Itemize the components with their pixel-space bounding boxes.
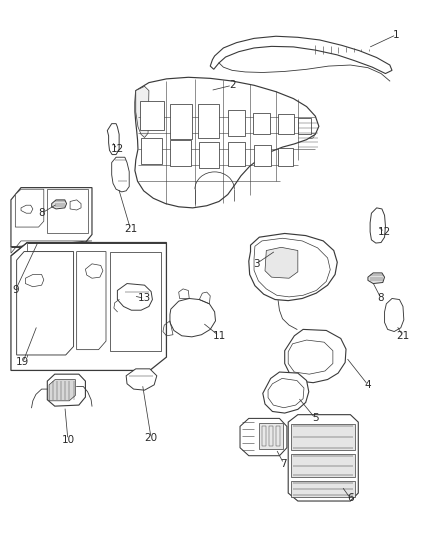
Text: 21: 21: [124, 224, 137, 234]
Bar: [228, 142, 245, 166]
Polygon shape: [47, 189, 88, 233]
Text: 4: 4: [364, 380, 371, 390]
Polygon shape: [136, 86, 149, 138]
Text: 10: 10: [61, 435, 74, 445]
Bar: [291, 454, 355, 477]
Polygon shape: [107, 124, 119, 155]
Polygon shape: [11, 243, 166, 370]
Text: 12: 12: [378, 227, 391, 237]
Polygon shape: [385, 298, 404, 332]
Bar: [140, 101, 164, 130]
Bar: [262, 426, 266, 446]
Polygon shape: [285, 329, 346, 383]
Polygon shape: [170, 298, 215, 337]
Polygon shape: [77, 252, 106, 350]
Bar: [141, 138, 162, 164]
Text: 20: 20: [145, 433, 158, 443]
Text: 13: 13: [138, 294, 151, 303]
Polygon shape: [17, 252, 74, 355]
Polygon shape: [117, 284, 152, 310]
Text: 9: 9: [12, 286, 19, 295]
Bar: [259, 423, 283, 449]
Polygon shape: [47, 374, 85, 406]
Text: 19: 19: [16, 358, 29, 367]
Text: 3: 3: [253, 259, 260, 269]
Polygon shape: [135, 77, 319, 208]
Polygon shape: [370, 208, 385, 243]
Polygon shape: [112, 157, 129, 192]
Polygon shape: [110, 252, 161, 351]
Polygon shape: [288, 415, 358, 501]
Text: 1: 1: [393, 30, 400, 39]
Polygon shape: [11, 188, 92, 247]
Text: 5: 5: [312, 414, 319, 423]
Bar: [254, 145, 271, 166]
Text: 6: 6: [347, 494, 354, 503]
Polygon shape: [49, 379, 75, 401]
Bar: [228, 110, 245, 136]
Bar: [291, 481, 355, 497]
Bar: [298, 118, 311, 134]
Text: 21: 21: [396, 331, 410, 341]
Polygon shape: [126, 369, 157, 390]
Polygon shape: [263, 372, 309, 413]
Text: 7: 7: [280, 459, 287, 469]
Polygon shape: [15, 189, 44, 227]
Polygon shape: [240, 418, 287, 456]
Polygon shape: [368, 273, 385, 284]
Polygon shape: [265, 247, 298, 278]
Bar: [170, 140, 191, 166]
Bar: [276, 426, 280, 446]
Text: 12: 12: [111, 144, 124, 154]
Text: 8: 8: [378, 294, 385, 303]
Text: 11: 11: [212, 331, 226, 341]
Bar: [278, 148, 293, 166]
Polygon shape: [52, 200, 67, 209]
Bar: [278, 114, 294, 134]
Polygon shape: [249, 233, 337, 301]
Bar: [253, 113, 270, 134]
Text: 2: 2: [229, 80, 236, 90]
Bar: [291, 424, 355, 450]
Bar: [198, 104, 219, 138]
Bar: [170, 104, 192, 139]
Bar: [199, 142, 219, 168]
Bar: [269, 426, 273, 446]
Text: 8: 8: [38, 208, 45, 218]
